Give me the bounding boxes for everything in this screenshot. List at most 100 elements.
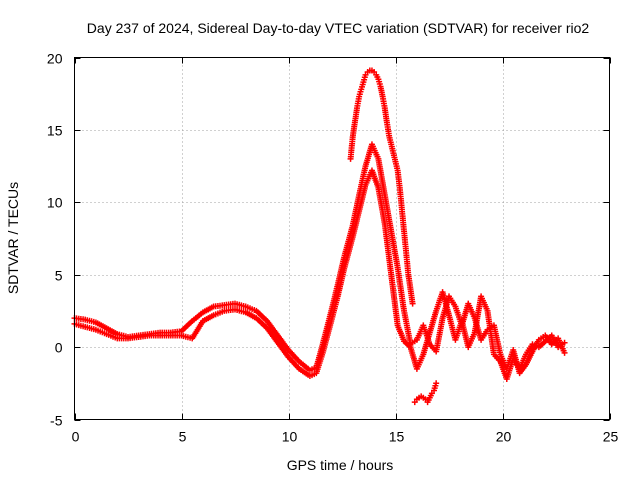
data-point — [285, 354, 292, 361]
data-point — [497, 351, 504, 358]
data-point — [388, 141, 395, 148]
data-point — [242, 303, 249, 310]
data-point — [353, 105, 360, 112]
data-point — [394, 167, 401, 174]
x-tick-label: 10 — [282, 429, 298, 445]
data-point — [420, 322, 427, 329]
x-axis-label: GPS time / hours — [287, 457, 394, 473]
data-point — [452, 303, 459, 310]
data-point — [561, 349, 568, 356]
data-point — [381, 105, 388, 112]
x-tick-label: 0 — [72, 429, 80, 445]
data-point — [341, 265, 348, 272]
data-point — [383, 119, 390, 126]
data-point — [377, 83, 384, 90]
data-point — [375, 184, 382, 191]
data-point — [373, 71, 380, 78]
data-point — [403, 249, 410, 256]
data-point — [555, 335, 562, 342]
x-tick-label: 15 — [389, 429, 405, 445]
data-layer — [71, 67, 568, 406]
data-point — [407, 344, 414, 351]
data-point — [356, 93, 363, 100]
tick-layer: 0 5 10 15 20 25 -5 0 5 10 15 20 — [47, 51, 619, 445]
data-point — [439, 289, 446, 296]
data-point — [405, 271, 412, 278]
data-point — [360, 79, 367, 86]
data-point — [381, 221, 388, 228]
data-point — [306, 367, 313, 374]
data-point — [386, 132, 393, 139]
data-point — [347, 155, 354, 162]
data-point — [178, 332, 185, 339]
data-point — [189, 335, 196, 342]
data-point — [497, 358, 504, 365]
data-point — [296, 365, 303, 372]
data-point — [535, 344, 542, 351]
y-tick-label: 5 — [55, 268, 63, 284]
data-point — [510, 355, 517, 362]
data-point — [296, 358, 303, 365]
y-tick-label: 0 — [55, 340, 63, 356]
data-point — [375, 155, 382, 162]
data-point — [465, 300, 472, 307]
data-point — [334, 293, 341, 300]
data-point — [516, 365, 523, 372]
x-tick-label: 20 — [496, 429, 512, 445]
data-point — [381, 192, 388, 199]
data-point — [458, 318, 465, 325]
data-point — [529, 348, 536, 355]
data-point — [548, 341, 555, 348]
data-point — [394, 322, 401, 329]
data-point — [401, 338, 408, 345]
data-point — [146, 332, 153, 339]
data-point — [253, 315, 260, 322]
data-point — [242, 309, 249, 316]
data-point — [92, 319, 99, 326]
data-point — [375, 76, 382, 83]
data-point — [349, 234, 356, 241]
data-point — [452, 336, 459, 343]
data-point — [392, 158, 399, 165]
data-point — [264, 318, 271, 325]
data-point — [542, 338, 549, 345]
data-point — [426, 394, 433, 401]
data-point — [328, 318, 335, 325]
data-point — [351, 119, 358, 126]
data-point — [189, 318, 196, 325]
data-point — [221, 307, 228, 314]
data-point — [420, 351, 427, 358]
data-point — [368, 141, 375, 148]
y-tick-label: 20 — [47, 51, 63, 67]
data-point — [358, 86, 365, 93]
data-point — [555, 344, 562, 351]
data-point — [82, 323, 89, 330]
data-point — [306, 373, 313, 380]
data-point — [114, 335, 121, 342]
data-point — [535, 336, 542, 343]
x-tick-label: 25 — [603, 429, 619, 445]
data-point — [253, 307, 260, 314]
data-point — [471, 329, 478, 336]
data-point — [529, 341, 536, 348]
data-point — [401, 307, 408, 314]
data-point — [199, 318, 206, 325]
data-point — [446, 312, 452, 319]
data-point — [398, 206, 405, 213]
data-point — [413, 365, 420, 372]
series-trace-b — [71, 167, 568, 382]
data-point — [561, 339, 568, 346]
data-point — [274, 332, 281, 339]
data-point — [394, 264, 401, 271]
data-point — [379, 93, 386, 100]
data-point — [167, 332, 174, 339]
data-point — [542, 332, 549, 339]
data-point — [465, 344, 472, 351]
data-point — [401, 228, 408, 235]
data-point — [478, 293, 485, 300]
data-point — [433, 307, 440, 314]
y-tick-label: 15 — [47, 123, 63, 139]
